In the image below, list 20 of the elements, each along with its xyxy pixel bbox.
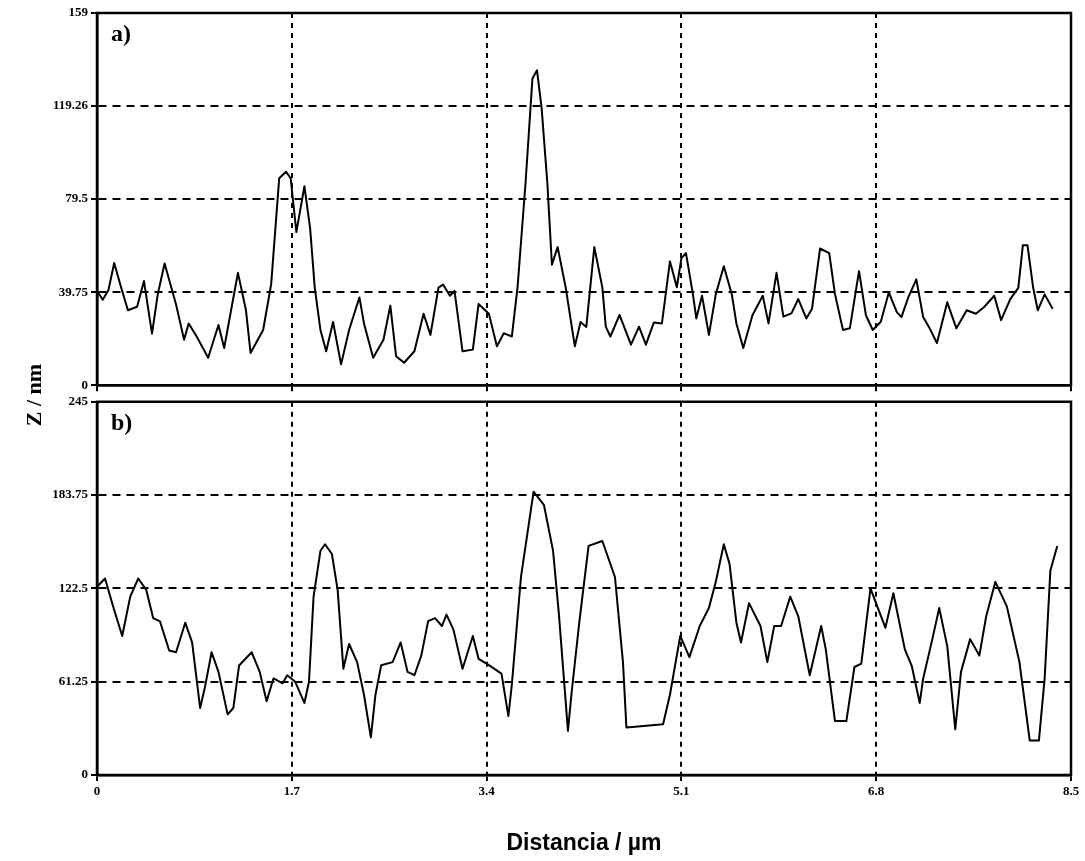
y-axis-title: Z / nm: [21, 363, 47, 427]
y-tick-label: 79.5: [65, 190, 89, 206]
annotation: a): [111, 20, 131, 47]
y-tick-label: 39.75: [58, 283, 89, 299]
y-tick-label: 61.25: [58, 673, 89, 689]
y-tick-label: 183.75: [52, 486, 89, 502]
y-tick-label: 159: [68, 4, 89, 20]
x-tick-label: 6.8: [868, 783, 885, 799]
x-tick-label: 3.4: [478, 783, 496, 799]
y-tick-label: 0: [81, 766, 88, 782]
annotation: b): [111, 409, 133, 435]
y-tick-label: 0: [81, 376, 88, 392]
y-tick-label: 245: [68, 393, 89, 409]
y-tick-label: 119.26: [52, 97, 89, 113]
y-tick-label: 122.5: [58, 579, 89, 595]
x-tick-label: 5.1: [673, 783, 690, 799]
x-axis-title: Distancia / µm: [506, 828, 662, 855]
x-tick-label: 0: [93, 783, 101, 799]
x-tick-label: 1.7: [283, 783, 301, 799]
x-tick-label: 8.5: [1062, 783, 1080, 799]
